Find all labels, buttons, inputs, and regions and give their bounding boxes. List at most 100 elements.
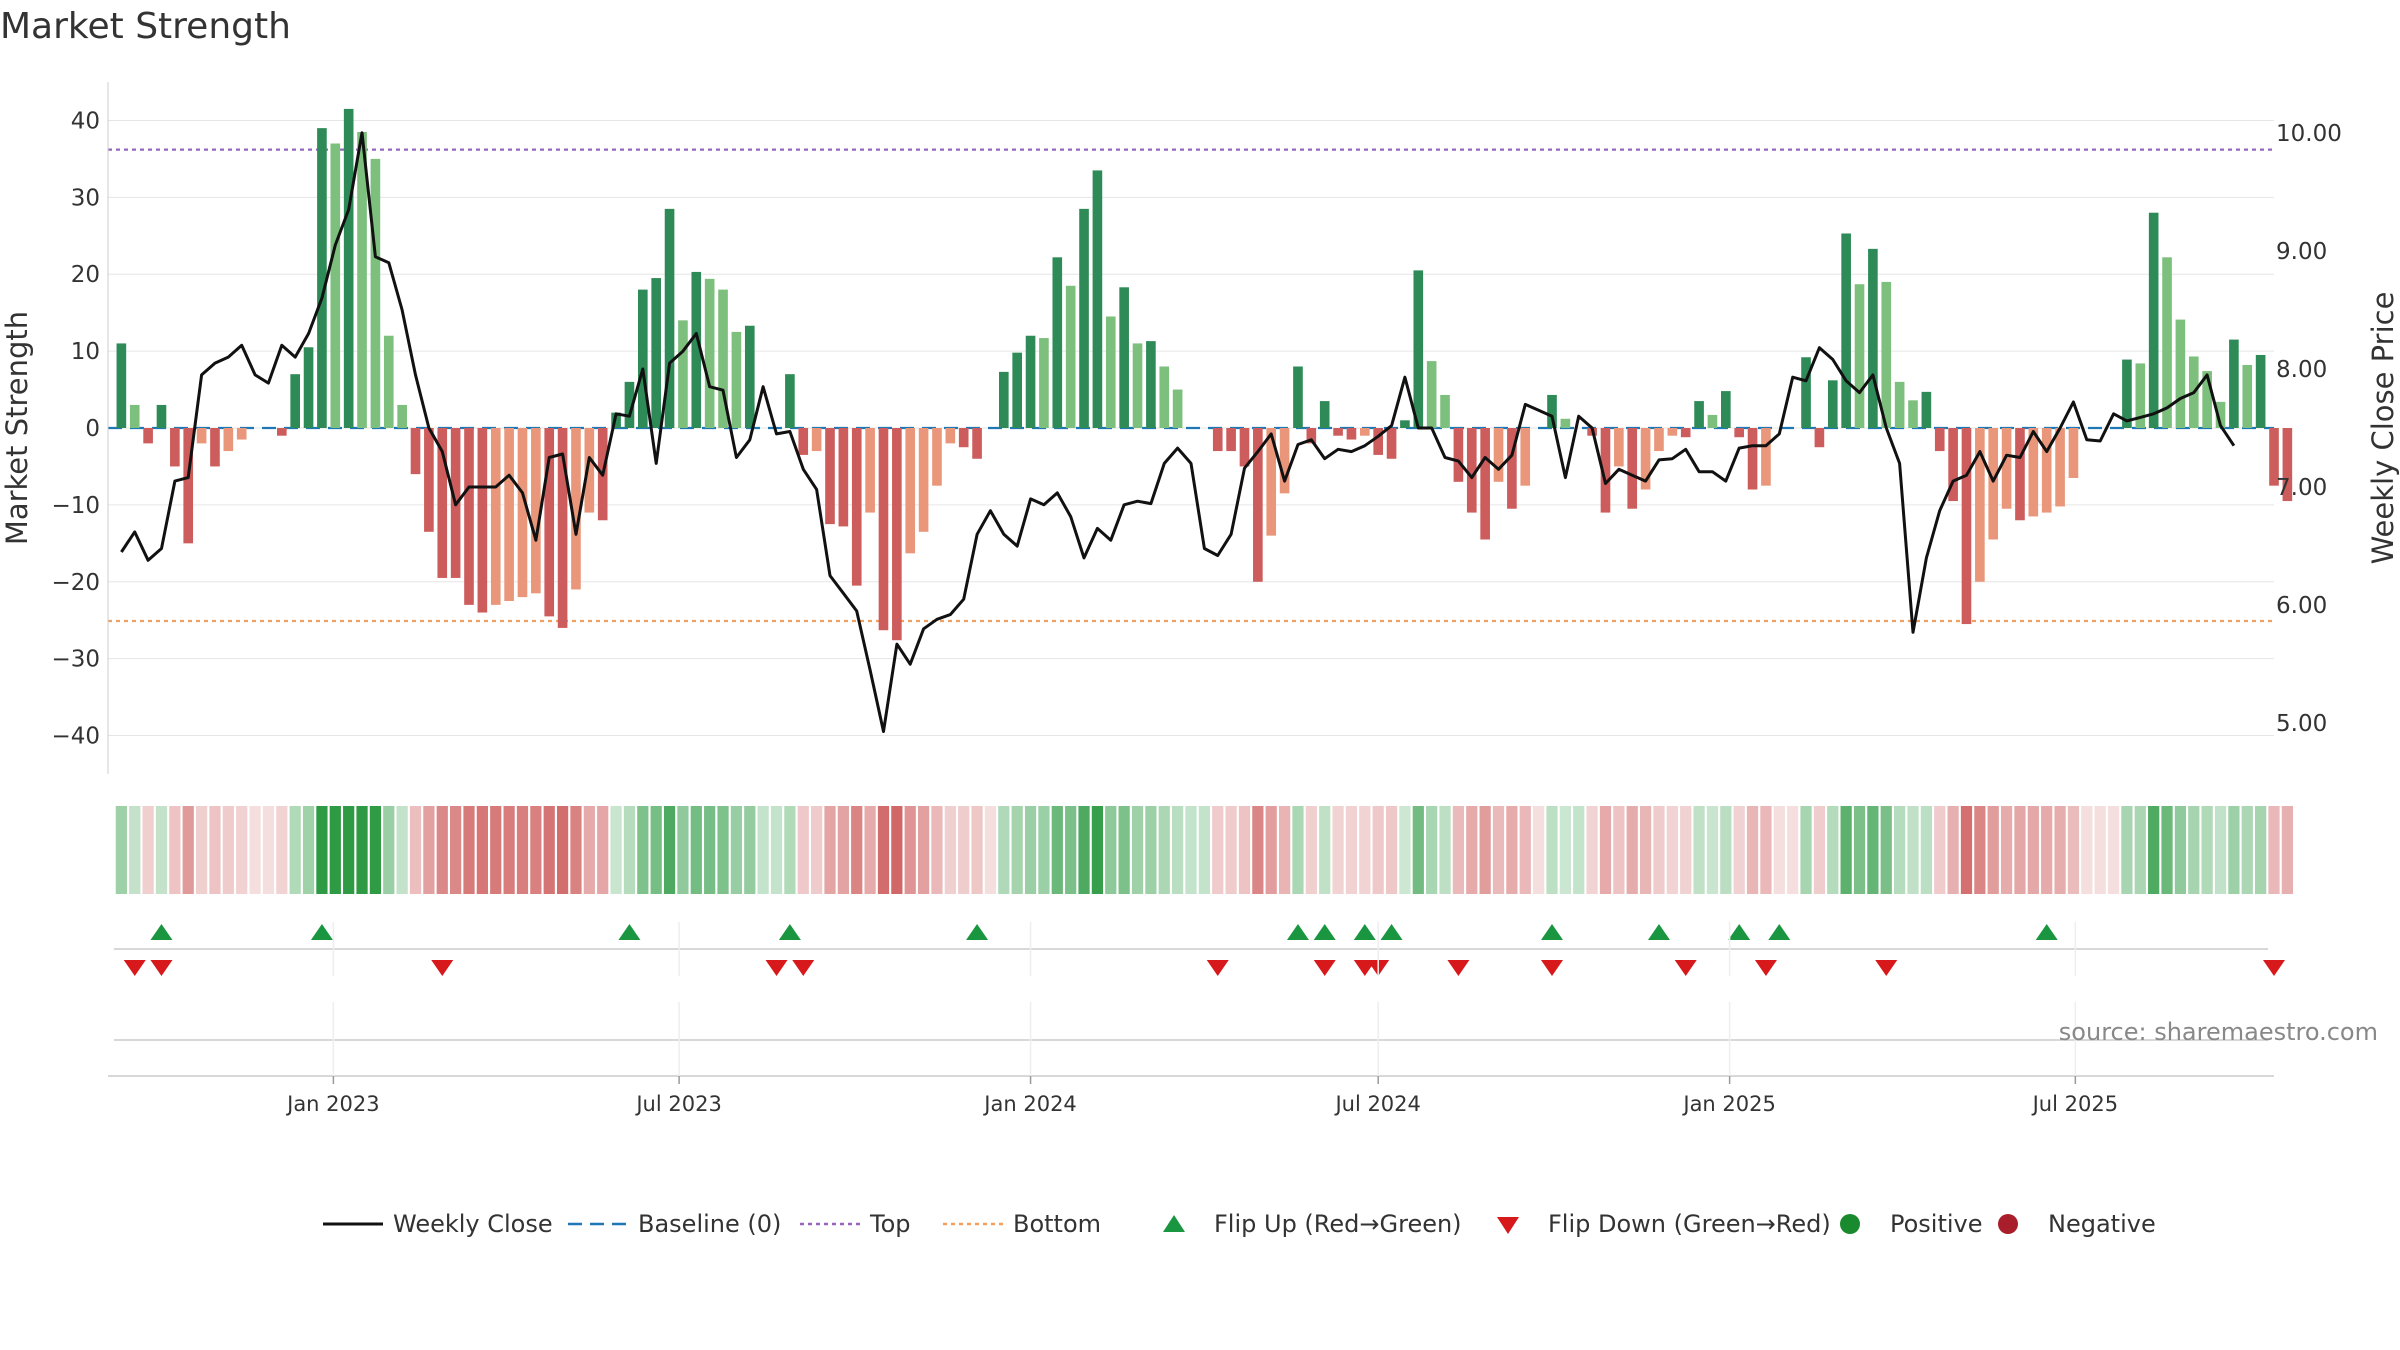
- strength-bar: [718, 289, 728, 428]
- strength-bar: [785, 374, 795, 428]
- strength-bar: [383, 335, 394, 428]
- right-tick-label: 8.00: [2276, 357, 2327, 383]
- strength-bar: [170, 428, 180, 467]
- left-tick-label: −30: [51, 647, 100, 673]
- strength-bar: [1707, 414, 1718, 428]
- strength-bar: [343, 108, 354, 429]
- strength-bar: [1065, 285, 1076, 428]
- strength-bar: [1266, 428, 1277, 536]
- weekly-close-series: [120, 131, 2236, 733]
- flip-down-marker: [765, 960, 788, 976]
- heat-cell: [262, 806, 275, 894]
- strength-bar: [664, 208, 675, 428]
- strength-bar: [958, 428, 969, 448]
- legend-swatch-circle: [1998, 1214, 2018, 1234]
- strength-bar: [1039, 338, 1049, 428]
- heat-cell: [2255, 806, 2267, 894]
- heat-cell: [2054, 806, 2066, 894]
- strength-bar: [2122, 359, 2132, 428]
- strength-bar: [1319, 401, 1330, 428]
- heat-cell: [302, 806, 315, 894]
- strength-bar: [878, 428, 889, 631]
- heat-cell: [195, 806, 208, 894]
- heat-cell: [1920, 806, 1932, 894]
- heat-cell: [891, 806, 903, 894]
- strength-bar: [1493, 428, 1504, 482]
- heat-cell: [717, 806, 729, 894]
- heat-cell: [356, 806, 368, 894]
- legend-label: Negative: [2048, 1210, 2156, 1238]
- strength-bar: [2242, 364, 2253, 428]
- strength-bar: [1226, 428, 1236, 452]
- heat-cell: [1733, 806, 1745, 894]
- strength-bar: [1333, 428, 1343, 436]
- strength-bar: [1547, 394, 1557, 428]
- legend-label: Flip Up (Red→Green): [1214, 1210, 1462, 1238]
- heat-cell: [369, 806, 382, 894]
- strength-bar: [2202, 371, 2212, 428]
- left-tick-label: −40: [51, 724, 100, 750]
- flip-up-marker: [1728, 924, 1751, 940]
- left-tick-label: 30: [71, 185, 100, 211]
- flip-up-marker: [1313, 924, 1336, 940]
- strength-bar: [277, 428, 287, 436]
- strength-bar: [571, 428, 581, 590]
- strength-bar: [1373, 428, 1383, 455]
- heat-cell: [958, 806, 970, 894]
- strength-bar: [2001, 428, 2012, 509]
- heat-cell: [1225, 806, 1237, 894]
- heat-cell: [1332, 806, 1344, 894]
- heat-cell: [1399, 806, 1411, 894]
- strength-bar: [731, 331, 742, 428]
- heat-cell: [236, 806, 248, 894]
- date-axis: Jan 2023 Jul 2023 Jan 2024 Jul 2024 Jan 2025…: [108, 922, 2274, 1116]
- flip-down-marker: [1875, 960, 1898, 976]
- legend-label: Bottom: [1013, 1210, 1101, 1238]
- flip-down-marker: [1206, 960, 1229, 976]
- flip-down-marker: [123, 960, 146, 976]
- strength-bar: [678, 320, 688, 428]
- heat-cell: [343, 806, 355, 894]
- heat-cell: [450, 806, 462, 894]
- heat-cell: [1706, 806, 1719, 894]
- heat-cell: [2094, 806, 2106, 894]
- strength-bar: [397, 404, 407, 428]
- strength-bar: [1801, 357, 1811, 428]
- heat-cell: [1278, 806, 1291, 894]
- strength-bar: [1507, 428, 1517, 509]
- strength-bar: [1052, 257, 1063, 428]
- heat-cell: [1011, 806, 1023, 894]
- heat-cell: [1292, 806, 1304, 894]
- strength-bar: [638, 289, 648, 428]
- legend-item: Flip Up (Red→Green): [1163, 1210, 1462, 1238]
- heat-cell: [2228, 806, 2240, 894]
- source-credit: source: sharemaestro.com: [2059, 1018, 2378, 1046]
- strength-bar: [1132, 343, 1143, 428]
- legend-item: Negative: [1998, 1210, 2156, 1238]
- heat-cell: [516, 806, 529, 894]
- strength-bar: [1600, 428, 1611, 513]
- heat-cell: [289, 806, 301, 894]
- strength-bar: [223, 428, 234, 452]
- flip-down-marker: [1541, 960, 1563, 976]
- strength-bar: [2229, 339, 2239, 428]
- strength-bar: [2055, 428, 2065, 507]
- strength-bar: [2269, 428, 2279, 486]
- flip-up-marker: [1647, 924, 1670, 940]
- heat-cell: [2148, 806, 2160, 894]
- strength-bar: [1025, 335, 1036, 428]
- flip-up-marker: [1541, 924, 1563, 940]
- flip-up-marker: [966, 924, 989, 940]
- heat-cell: [2000, 806, 2013, 894]
- heat-cell: [2188, 806, 2200, 894]
- strength-bar: [1814, 428, 1825, 448]
- strength-bar: [183, 428, 194, 544]
- strength-bar: [1627, 428, 1638, 509]
- heat-cell: [2027, 806, 2039, 894]
- date-tick-label: Jan 2024: [982, 1092, 1077, 1116]
- left-axis-label: Market Strength: [0, 311, 34, 545]
- chart-title: Market Strength: [0, 6, 291, 47]
- heat-cell: [1800, 806, 1812, 894]
- date-tick-label: Jul 2025: [2031, 1092, 2118, 1116]
- strength-bar: [210, 428, 220, 467]
